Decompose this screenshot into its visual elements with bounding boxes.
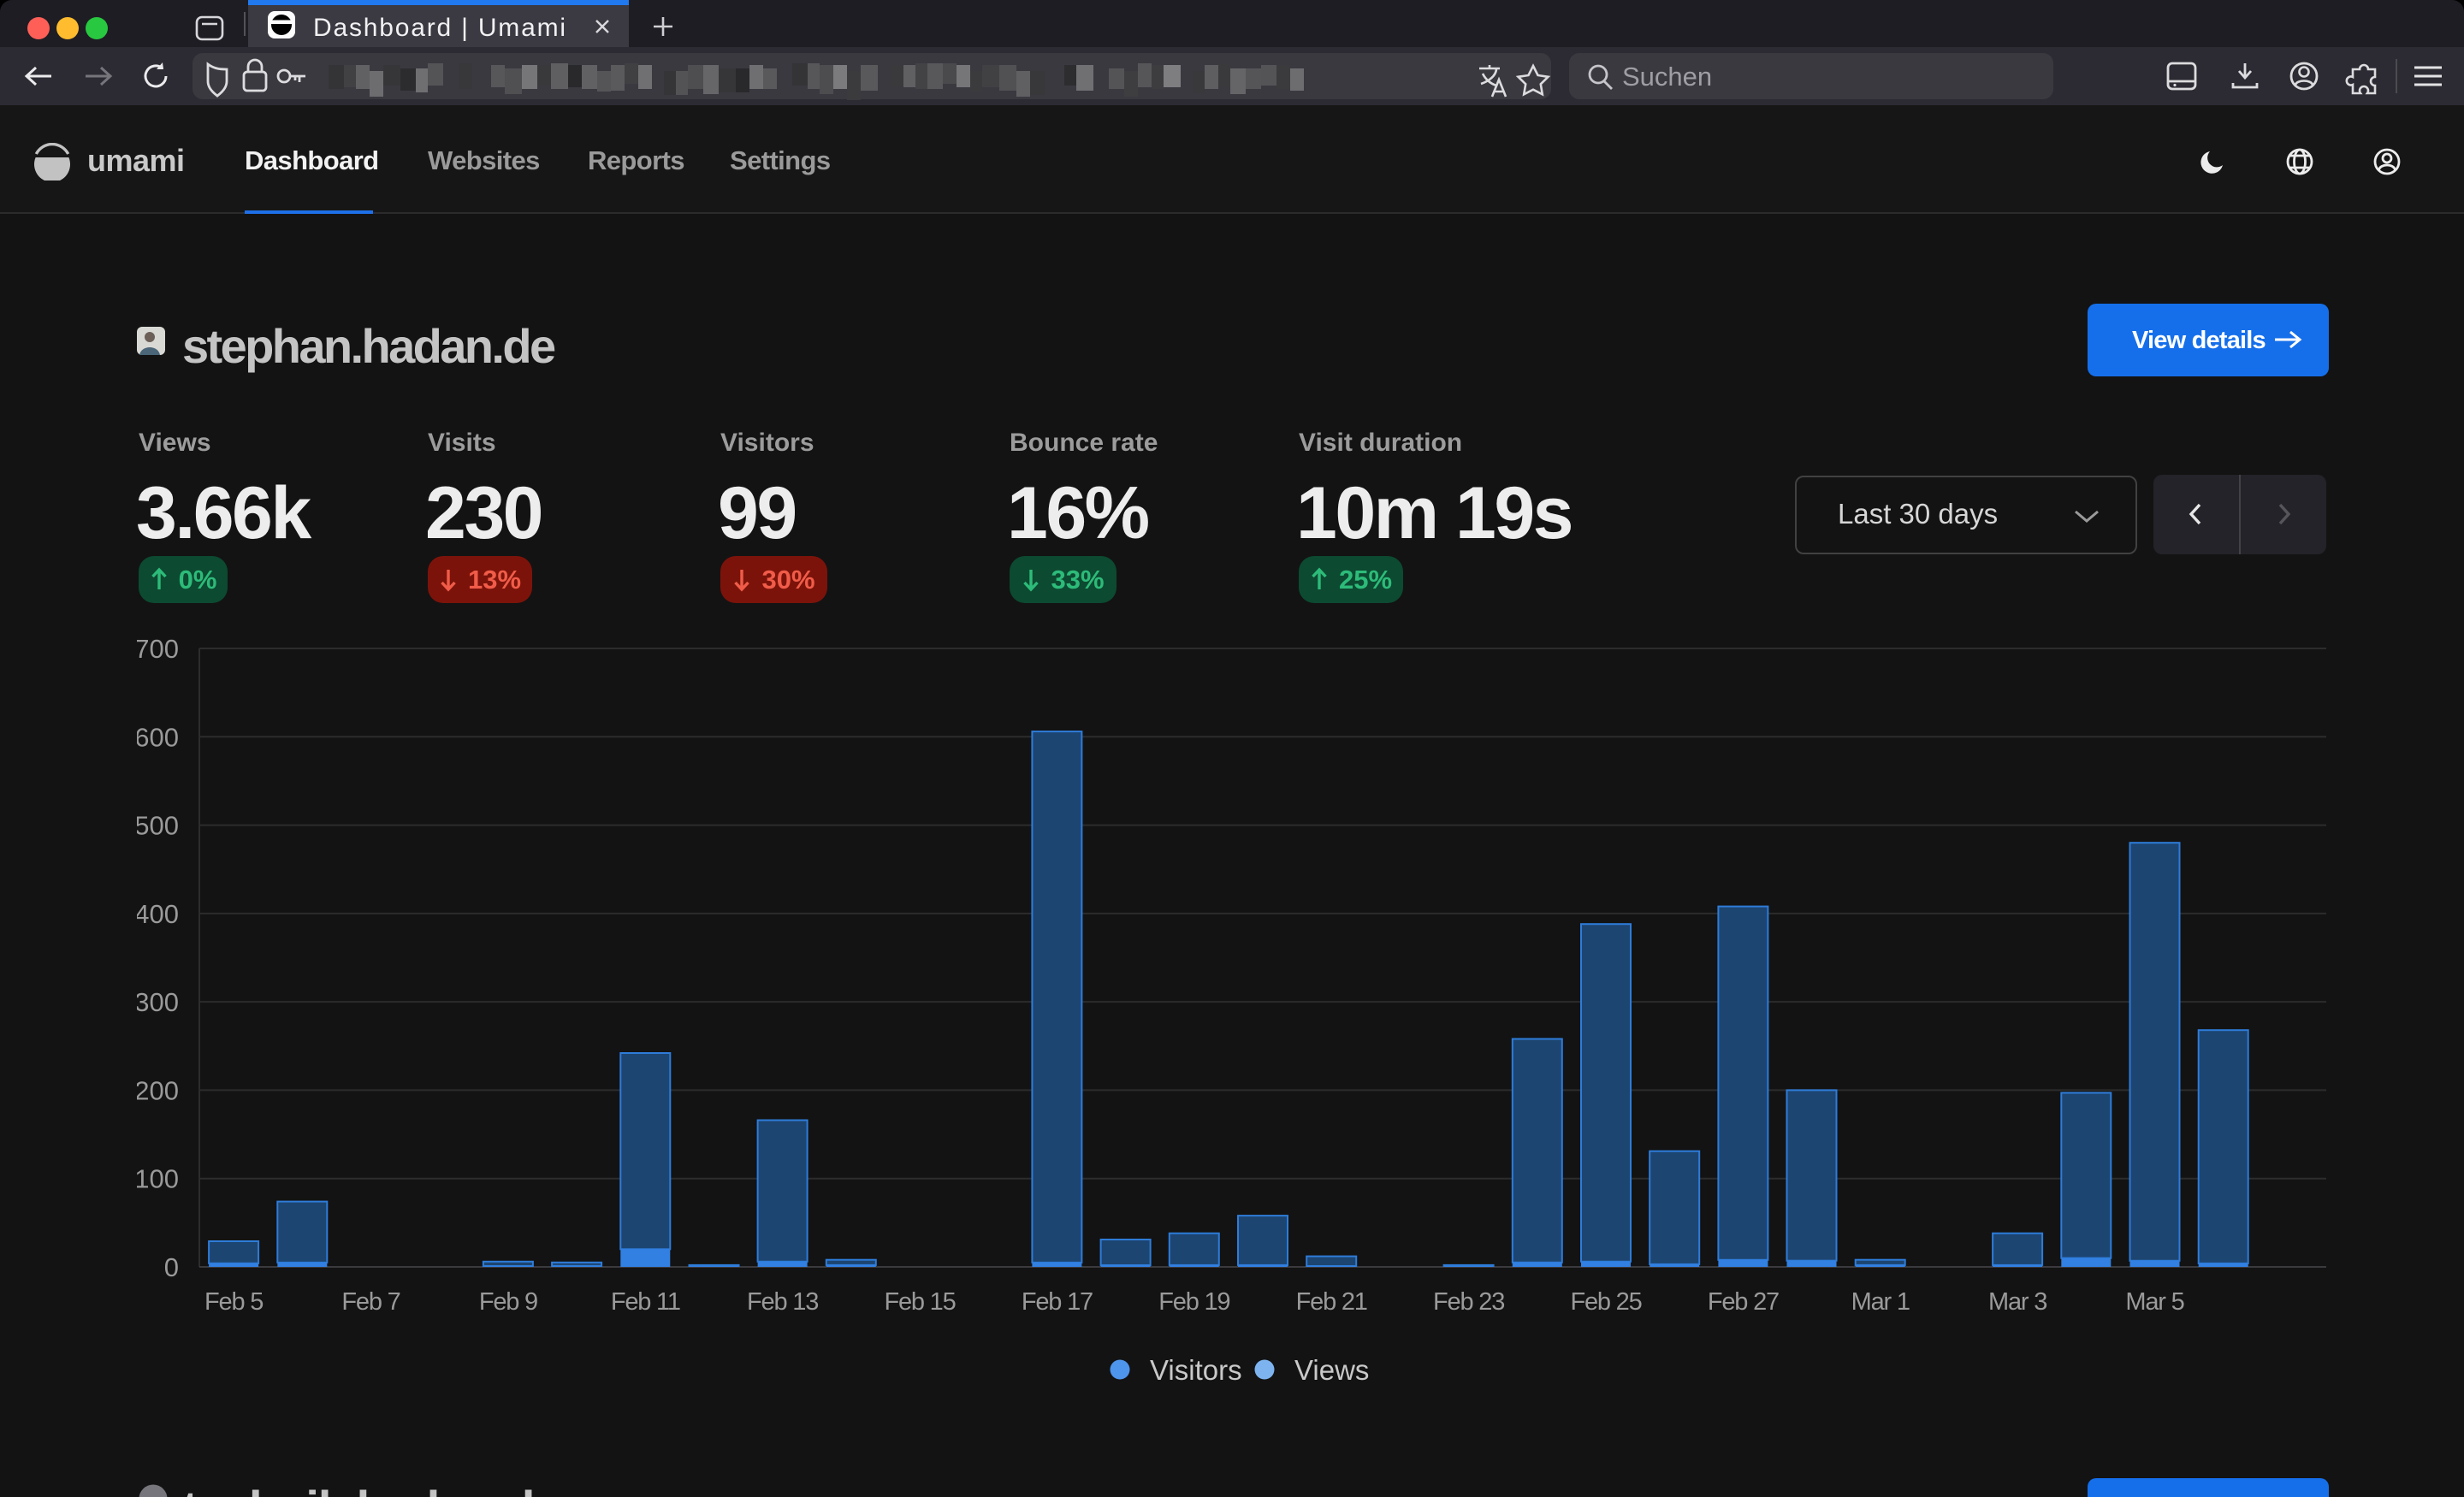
svg-text:Mar 5: Mar 5 xyxy=(2125,1288,2183,1316)
svg-text:Views: Views xyxy=(1294,1354,1369,1386)
svg-text:Feb 7: Feb 7 xyxy=(341,1288,400,1316)
svg-text:600: 600 xyxy=(137,722,179,752)
svg-text:Mar 1: Mar 1 xyxy=(1851,1288,1910,1316)
svg-text:200: 200 xyxy=(137,1075,179,1105)
svg-text:Feb 23: Feb 23 xyxy=(1433,1288,1504,1316)
svg-text:Feb 21: Feb 21 xyxy=(1296,1288,1367,1316)
svg-text:Mar 3: Mar 3 xyxy=(1988,1288,2046,1316)
svg-text:Feb 17: Feb 17 xyxy=(1022,1288,1093,1316)
svg-text:Feb 27: Feb 27 xyxy=(1708,1288,1779,1316)
svg-text:Feb 25: Feb 25 xyxy=(1570,1288,1641,1316)
svg-text:Visitors: Visitors xyxy=(1150,1354,1242,1386)
svg-text:Feb 11: Feb 11 xyxy=(611,1288,680,1316)
svg-text:Feb 15: Feb 15 xyxy=(884,1288,955,1316)
svg-text:Feb 5: Feb 5 xyxy=(204,1288,263,1316)
svg-text:400: 400 xyxy=(137,899,179,929)
svg-text:100: 100 xyxy=(137,1164,179,1194)
svg-text:Feb 9: Feb 9 xyxy=(479,1288,537,1316)
svg-text:Feb 13: Feb 13 xyxy=(747,1288,818,1316)
svg-text:300: 300 xyxy=(137,987,179,1017)
svg-text:500: 500 xyxy=(137,811,179,841)
svg-text:Suchen: Suchen xyxy=(1622,62,1712,92)
svg-text:0: 0 xyxy=(164,1252,179,1282)
svg-text:700: 700 xyxy=(137,634,179,664)
svg-text:Feb 19: Feb 19 xyxy=(1158,1288,1229,1316)
